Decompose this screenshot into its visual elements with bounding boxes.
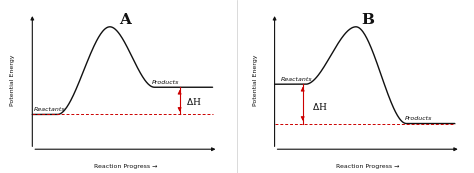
Text: B: B: [361, 13, 374, 27]
Text: Products: Products: [404, 116, 432, 121]
Text: A: A: [119, 13, 131, 27]
Text: Potential Energy: Potential Energy: [10, 55, 16, 106]
Text: $\Delta$H: $\Delta$H: [312, 101, 328, 112]
Text: Reactants: Reactants: [281, 77, 312, 82]
Text: $\Delta$H: $\Delta$H: [186, 96, 202, 107]
Text: Potential Energy: Potential Energy: [253, 55, 258, 106]
Text: Reaction Progress →: Reaction Progress →: [94, 164, 157, 169]
Text: Reactants: Reactants: [34, 107, 66, 112]
Text: Reaction Progress →: Reaction Progress →: [336, 164, 399, 169]
Text: Products: Products: [152, 80, 179, 85]
